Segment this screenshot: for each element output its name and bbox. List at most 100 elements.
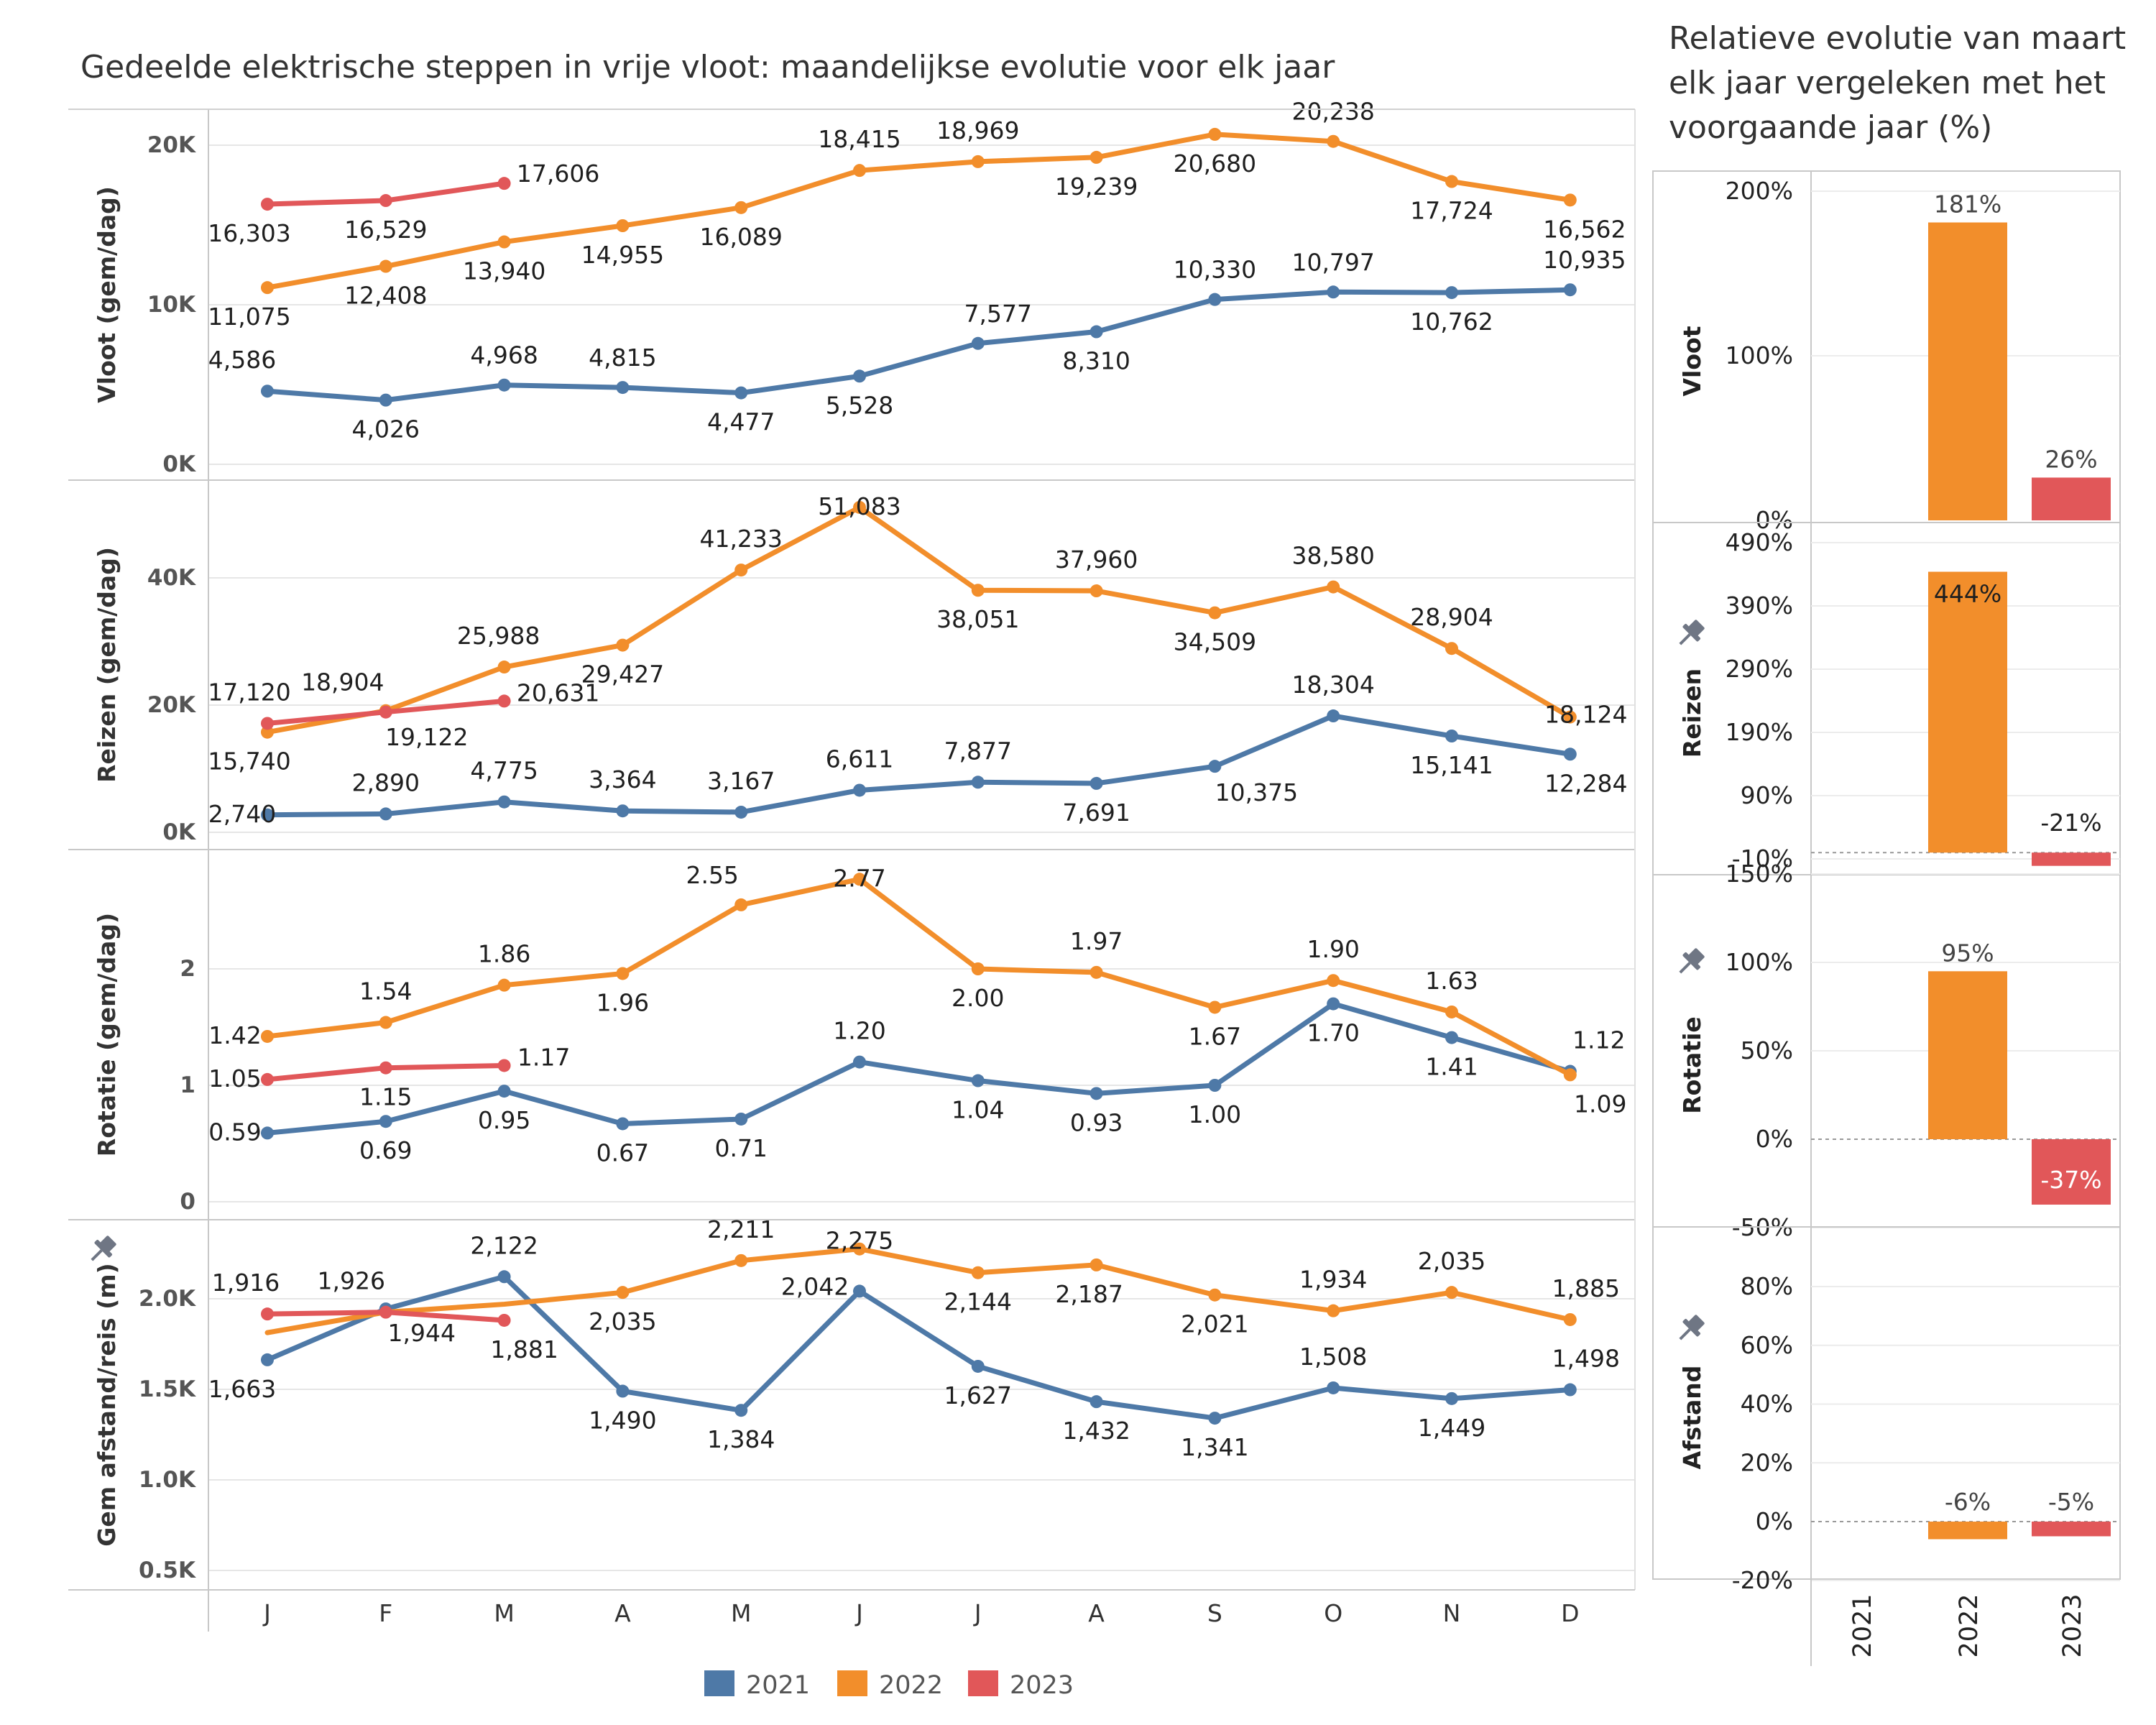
data-point-2022: [261, 281, 274, 295]
x-tick-label: N: [1443, 1599, 1461, 1627]
data-label: 28,904: [1410, 603, 1493, 631]
data-point-2022: [1445, 1005, 1458, 1018]
data-point-2021: [1208, 1079, 1222, 1092]
data-label: 10,935: [1543, 246, 1626, 274]
data-label: 12,284: [1544, 769, 1627, 797]
data-label: 1.04: [952, 1096, 1004, 1124]
bar-data-label: -37%: [2040, 1166, 2101, 1194]
y-axis-label: Rotatie: [1678, 1016, 1706, 1114]
data-label: 1.05: [208, 1064, 261, 1092]
data-point-2023: [261, 717, 274, 730]
data-label: 41,233: [699, 525, 782, 553]
data-point-2021: [971, 776, 985, 789]
y-tick-label: 20%: [1741, 1448, 1793, 1476]
data-point-2022: [971, 584, 985, 597]
side-title-line-3: voorgaande jaar (%): [1669, 109, 1992, 146]
legend-label: 2023: [1010, 1671, 1074, 1700]
data-label: 16,089: [699, 223, 782, 251]
data-point-2021: [616, 1384, 630, 1398]
data-point-2022: [853, 873, 866, 886]
data-point-2022: [734, 898, 748, 911]
data-point-2021: [1089, 325, 1103, 339]
data-point-2021: [853, 1055, 866, 1069]
data-point-2022: [971, 155, 985, 168]
y-tick-label: 1.0K: [139, 1467, 196, 1493]
data-point-2022: [379, 1016, 392, 1029]
data-label: 1.54: [359, 978, 412, 1006]
data-point-2022: [853, 1242, 866, 1256]
series-line-2021: [264, 1001, 1573, 1136]
x-tick-label: A: [1088, 1599, 1105, 1627]
data-label: 1.96: [596, 988, 649, 1016]
data-point-2022: [1089, 1258, 1103, 1271]
data-point-2021: [261, 808, 274, 822]
data-point-2023: [497, 1313, 511, 1327]
legend-item-2023[interactable]: 2023: [968, 1670, 1074, 1700]
data-label: 4,026: [352, 415, 420, 443]
data-label: 1,432: [1062, 1417, 1130, 1445]
x-tick-label: 2022: [1955, 1593, 1984, 1657]
y-axis-label: Reizen: [1678, 668, 1706, 758]
x-tick-label: D: [1561, 1599, 1579, 1627]
data-label: 1.86: [478, 940, 530, 968]
data-label: 1.20: [833, 1017, 885, 1045]
bar-x-axis: 2021 2022 2023: [1810, 1579, 2087, 1666]
data-label: 16,529: [344, 216, 427, 244]
y-tick-label: 100%: [1726, 948, 1793, 976]
x-tick-label: O: [1324, 1599, 1342, 1627]
data-point-2023: [379, 1061, 392, 1075]
data-label: 29,427: [581, 661, 664, 689]
data-label: 1.09: [1574, 1090, 1626, 1118]
y-tick-label: 80%: [1741, 1272, 1793, 1300]
data-label: 1,449: [1418, 1414, 1485, 1442]
data-label: 19,122: [385, 723, 468, 751]
data-label: 5,528: [826, 391, 893, 419]
data-point-2021: [734, 1112, 748, 1126]
data-label: 12,408: [344, 282, 427, 310]
data-point-2022: [1208, 1000, 1222, 1014]
legend[interactable]: 2021 2022 2023: [704, 1670, 1074, 1700]
bar-data-label: -6%: [1945, 1488, 1991, 1516]
data-label: 1.90: [1307, 935, 1359, 963]
legend-swatch: [704, 1670, 734, 1696]
y-tick-label: 490%: [1726, 528, 1793, 556]
data-label: 4,968: [470, 341, 538, 369]
data-point-2021: [1208, 293, 1222, 306]
y-tick-label: 90%: [1741, 781, 1793, 809]
y-tick-label: 290%: [1726, 655, 1793, 683]
data-point-2021: [1445, 1392, 1458, 1405]
data-label: 2,211: [707, 1215, 775, 1243]
data-label: 18,969: [936, 116, 1019, 144]
data-point-2022: [1445, 175, 1458, 188]
data-point-2022: [1089, 584, 1103, 598]
data-point-2022: [1327, 134, 1340, 148]
data-point-2021: [379, 1115, 392, 1128]
data-label: 0.69: [359, 1136, 412, 1164]
data-point-2022: [853, 500, 866, 514]
line-panel-4: 0.5K 1.0K 1.5K 2.0K Gem afstand/reis (m) 1,66…: [68, 1215, 1635, 1591]
y-tick-label: 50%: [1741, 1036, 1793, 1064]
data-label: 2,187: [1055, 1280, 1123, 1308]
data-point-2021: [1327, 997, 1340, 1011]
legend-swatch: [837, 1670, 867, 1696]
side-title-line-1: Relatieve evolutie van maart: [1669, 20, 2126, 57]
data-label: 1,934: [1299, 1266, 1367, 1294]
data-point-2021: [853, 1284, 866, 1298]
series-line-2022: [264, 1246, 1573, 1335]
data-label: 2,740: [208, 800, 276, 828]
data-point-2021: [497, 1270, 511, 1284]
bar-panel-4: -20% 0% 20% 40% 60% 80% Afstand -6% -5%: [1652, 1226, 2121, 1594]
data-point-2022: [497, 978, 511, 992]
y-tick-label: -10%: [1732, 845, 1793, 873]
data-label: 2,122: [470, 1231, 538, 1259]
data-point-2021: [379, 393, 392, 407]
x-tick-label: M: [731, 1599, 751, 1627]
legend-item-2022[interactable]: 2022: [837, 1670, 943, 1700]
data-point-2023: [379, 1305, 392, 1319]
data-point-2021: [1563, 283, 1577, 297]
legend-item-2021[interactable]: 2021: [704, 1670, 810, 1700]
data-label: 1.17: [517, 1043, 570, 1071]
data-point-2023: [379, 705, 392, 719]
